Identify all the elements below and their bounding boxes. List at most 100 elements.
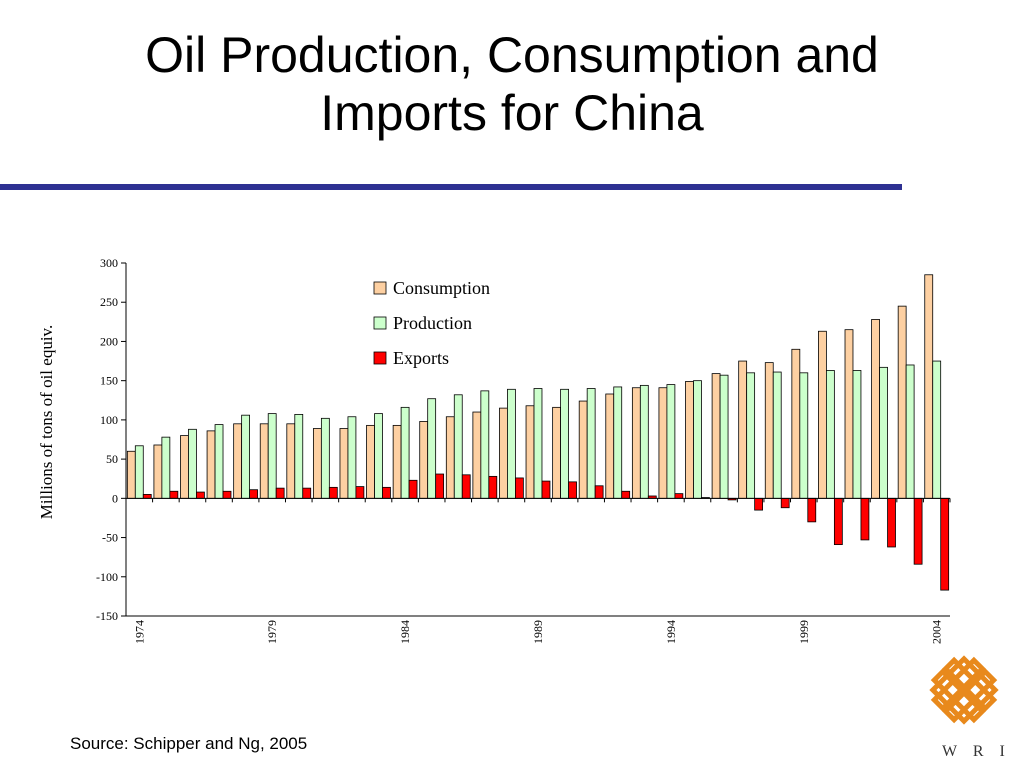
y-tick-label: 150 — [100, 374, 118, 388]
y-tick-label: -100 — [96, 570, 118, 584]
bar-production-1988 — [507, 388, 516, 499]
bar-exports-2004 — [940, 497, 950, 591]
bar-consumption-1990 — [552, 406, 561, 499]
legend-swatch-exports — [373, 351, 387, 365]
bar-consumption-1976 — [180, 435, 189, 499]
bar-consumption-1998 — [764, 362, 774, 499]
bar-consumption-1980 — [286, 423, 296, 499]
bar-exports-1987 — [488, 475, 498, 499]
bar-production-1994 — [666, 384, 676, 499]
bar-exports-1983 — [382, 486, 391, 499]
bar-exports-1980 — [302, 487, 312, 499]
bar-production-1980 — [294, 413, 304, 499]
bar-consumption-1992 — [605, 393, 615, 499]
bar-consumption-1977 — [206, 430, 216, 499]
bar-exports-1975 — [169, 490, 179, 499]
y-tick-label: 100 — [100, 413, 118, 427]
bar-consumption-1989 — [525, 405, 535, 499]
bar-production-1991 — [586, 388, 596, 499]
bar-consumption-1978 — [233, 423, 243, 499]
bar-exports-2001 — [860, 497, 870, 541]
bar-production-1981 — [320, 417, 330, 499]
bar-consumption-1975 — [153, 444, 163, 499]
bar-production-2001 — [852, 370, 862, 499]
bar-exports-1981 — [328, 486, 338, 499]
bar-consumption-1997 — [738, 360, 748, 499]
bar-exports-1998 — [780, 497, 790, 509]
bar-consumption-1982 — [339, 428, 349, 499]
x-tick-label: 1979 — [265, 620, 279, 644]
bar-production-2003 — [905, 364, 915, 499]
slide-title-line-2: Imports for China — [320, 85, 704, 141]
slide-title-line-1: Oil Production, Consumption and — [145, 27, 879, 83]
bar-consumption-1986 — [445, 416, 455, 499]
bar-production-1995 — [693, 380, 702, 499]
bar-exports-1992 — [621, 490, 631, 499]
bar-production-1975 — [161, 436, 171, 499]
bar-production-1982 — [347, 416, 357, 499]
legend-label-consumption: Consumption — [393, 278, 490, 298]
bar-consumption-1991 — [578, 400, 588, 499]
bar-exports-1988 — [515, 477, 524, 499]
bar-production-1987 — [480, 390, 490, 499]
logo-text: W R I — [942, 743, 1011, 760]
bar-production-1986 — [453, 394, 463, 499]
bar-production-1977 — [214, 424, 224, 499]
wri-knot-logo-icon — [929, 655, 999, 725]
chart-plot-area: 300 250 200 150 100 50 0 -50 -100 -150 1974 1979 198… — [96, 256, 951, 644]
x-tick-label: 1999 — [797, 620, 811, 644]
bar-production-1998 — [772, 371, 782, 499]
y-tick-label: -150 — [96, 609, 118, 623]
bar-production-1993 — [639, 384, 649, 499]
bar-consumption-1996 — [711, 373, 721, 499]
bar-production-2004 — [932, 360, 942, 499]
y-tick-label: -50 — [102, 531, 118, 545]
bar-production-1996 — [719, 374, 729, 499]
bar-exports-1997 — [754, 497, 764, 511]
bar-exports-2002 — [887, 497, 896, 548]
bar-consumption-1988 — [499, 407, 508, 499]
bar-production-1978 — [241, 414, 251, 499]
bar-production-1999 — [799, 372, 809, 499]
bar-consumption-1981 — [312, 428, 322, 499]
x-tick-label: 1994 — [664, 620, 678, 644]
bar-exports-1999 — [807, 497, 817, 523]
bar-consumption-1999 — [791, 348, 801, 499]
legend-swatch-consumption — [373, 281, 387, 295]
bar-consumption-1979 — [259, 423, 269, 499]
bar-consumption-1995 — [685, 381, 694, 499]
title-rule — [0, 184, 902, 190]
x-tick-label: 1989 — [531, 620, 545, 644]
bar-production-1997 — [746, 372, 756, 499]
bar-consumption-2003 — [897, 305, 907, 499]
bar-consumption-1983 — [366, 424, 375, 499]
y-tick-label: 50 — [106, 452, 118, 466]
bar-consumption-2000 — [818, 330, 827, 499]
bar-consumption-2002 — [871, 319, 880, 499]
bar-consumption-1974 — [126, 450, 136, 499]
bar-exports-1990 — [568, 481, 577, 499]
source-note: Source: Schipper and Ng, 2005 — [70, 734, 308, 753]
legend-label-exports: Exports — [393, 348, 449, 368]
bar-production-1989 — [533, 388, 543, 499]
bar-consumption-1985 — [419, 421, 429, 499]
y-tick-label: 250 — [100, 295, 118, 309]
bar-exports-1991 — [594, 485, 604, 499]
y-tick-label: 300 — [100, 256, 118, 270]
legend-swatch-production — [373, 316, 387, 330]
x-tick-label: 1974 — [132, 620, 146, 644]
legend-label-production: Production — [393, 313, 472, 333]
slide-title: Oil Production, Consumption and Imports … — [40, 26, 984, 142]
bar-exports-1985 — [435, 473, 445, 499]
bar-production-2002 — [879, 366, 888, 499]
bar-exports-1994 — [674, 493, 684, 499]
bar-exports-1982 — [355, 486, 365, 499]
bar-exports-1984 — [408, 479, 418, 499]
bar-exports-2003 — [913, 497, 923, 565]
bar-exports-1976 — [196, 491, 205, 499]
y-tick-label: 0 — [112, 491, 118, 505]
bar-exports-1977 — [222, 490, 232, 499]
bar-production-1983 — [374, 413, 383, 499]
bar-consumption-1994 — [658, 387, 668, 499]
